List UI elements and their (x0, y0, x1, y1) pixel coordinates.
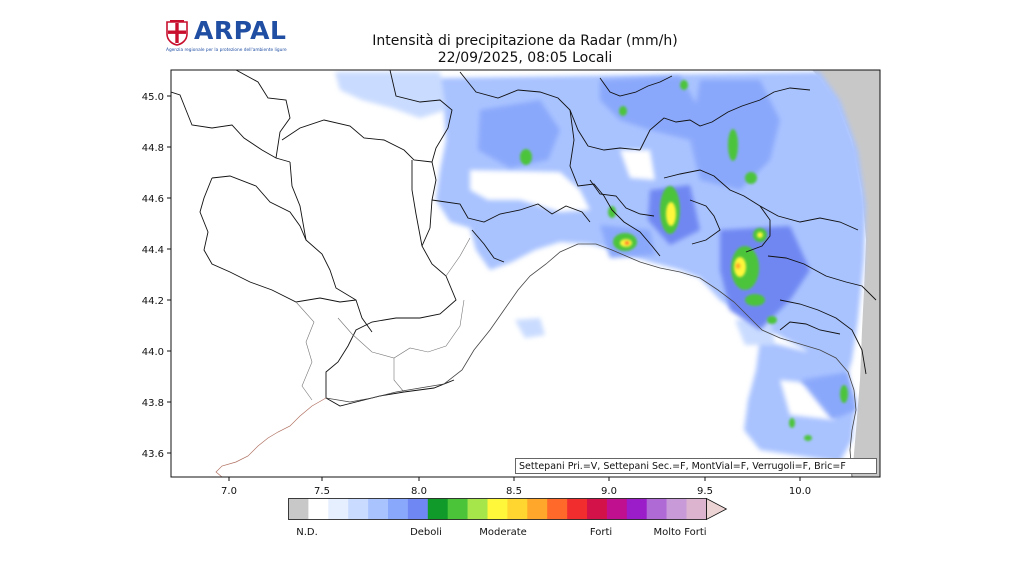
colorbar-cell (686, 498, 707, 520)
colorbar-label-nd: N.D. (296, 527, 318, 538)
y-tick-label: 44.0 (142, 347, 164, 358)
colorbar-cell (427, 498, 448, 520)
y-tick-label: 44.6 (142, 194, 164, 205)
x-tick-label: 8.0 (411, 486, 427, 497)
logo-wordmark: ARPAL (194, 16, 287, 45)
x-tick-label: 10.0 (789, 486, 811, 497)
x-tick-label: 8.5 (506, 486, 522, 497)
x-tick-label: 7.0 (221, 486, 237, 497)
x-axis: 7.0 7.5 8.0 8.5 9.0 9.5 10.0 (221, 477, 811, 497)
colorbar-cell (308, 498, 329, 520)
colorbar-frame (288, 498, 707, 520)
colorbar-cell (407, 498, 429, 520)
map-subtitle: 22/09/2025, 08:05 Locali (437, 50, 613, 66)
arpal-logo: ARPAL Agenzia regionale per la protezion… (166, 16, 306, 58)
y-tick-label: 43.8 (142, 398, 164, 409)
colorbar (288, 498, 728, 521)
colorbar-label-moderate: Moderate (479, 527, 527, 538)
y-tick-label: 43.6 (142, 449, 164, 460)
colorbar-cell (666, 498, 687, 520)
colorbar-cell (348, 498, 369, 520)
colorbar-cell (467, 498, 488, 520)
y-axis: 45.0 44.8 44.6 44.4 44.2 44.0 43.8 43.6 (142, 92, 171, 460)
x-tick-label: 9.5 (697, 486, 713, 497)
internal-borders (295, 237, 471, 401)
y-tick-label: 45.0 (142, 92, 164, 103)
colorbar-cell (606, 498, 628, 520)
admin-borders (171, 70, 877, 407)
colorbar-cell (328, 498, 349, 520)
colorbar-cell (646, 498, 667, 520)
y-tick-label: 44.2 (142, 296, 164, 307)
liguria-coastline (325, 243, 857, 477)
precip-strong (620, 202, 763, 277)
x-tick-label: 9.0 (601, 486, 617, 497)
y-tick-label: 44.4 (142, 245, 164, 256)
map-title: Intensità di precipitazione da Radar (mm… (372, 33, 678, 49)
colorbar-cell (567, 498, 588, 520)
x-tick-label: 7.5 (314, 486, 330, 497)
colorbar-cell (368, 498, 389, 520)
map-frame (170, 69, 881, 478)
no-data-area (812, 70, 880, 477)
colorbar-cell (547, 498, 568, 520)
logo-tagline: Agenzia regionale per la protezione dell… (166, 48, 287, 53)
radar-status-box: Settepani Pri.=V, Settepani Sec.=F, Mont… (515, 458, 877, 474)
colorbar-cell (587, 498, 608, 520)
france-border (215, 397, 327, 477)
colorbar-cell (447, 498, 468, 520)
colorbar-label-deboli: Deboli (410, 527, 442, 538)
colorbar-cells (288, 498, 707, 520)
colorbar-cell (507, 498, 528, 520)
colorbar-label-forti: Forti (589, 527, 613, 538)
colorbar-cell (626, 498, 647, 520)
y-tick-label: 44.8 (142, 143, 164, 154)
colorbar-label-molto-forti: Molto Forti (653, 527, 707, 538)
colorbar-cell (388, 498, 409, 520)
liguria-shield-icon (166, 20, 188, 46)
colorbar-cell (527, 498, 548, 520)
colorbar-cell (487, 498, 508, 520)
colorbar-cell (288, 498, 309, 520)
colorbar-arrow (706, 498, 728, 521)
